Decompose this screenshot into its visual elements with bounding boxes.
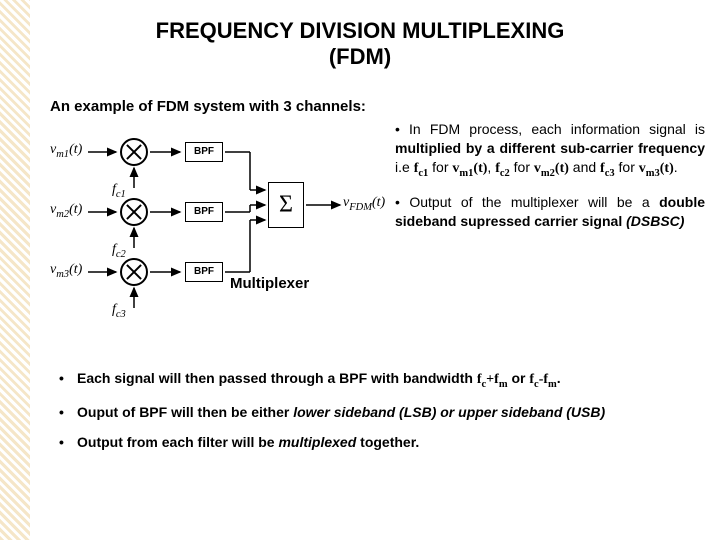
- summer-block: [268, 182, 304, 228]
- fdm-diagram: vm1(t) fc1 BPF vm2(t) fc2 BPF vm3(t) fc3…: [50, 120, 385, 355]
- decorative-left-band: [0, 0, 30, 540]
- subtitle: An example of FDM system with 3 channels…: [50, 98, 366, 115]
- mixer-1: [120, 138, 148, 166]
- mixer-2: [120, 198, 148, 226]
- bpf-1: BPF: [185, 142, 223, 162]
- carrier-label-2: fc2: [112, 242, 126, 260]
- multiplexer-label: Multiplexer: [230, 275, 309, 292]
- mixer-3: [120, 258, 148, 286]
- signal-label-3: vm3(t): [50, 262, 82, 280]
- bpf-2: BPF: [185, 202, 223, 222]
- page-title: FREQUENCY DIVISION MULTIPLEXING (FDM): [0, 18, 720, 70]
- right-bullet-2: • Output of the multiplexer will be a do…: [395, 193, 705, 231]
- bottom-bullet-2: Ouput of BPF will then be either lower s…: [55, 404, 695, 420]
- right-bullet-1: • In FDM process, each information signa…: [395, 120, 705, 181]
- bottom-bullet-1: Each signal will then passed through a B…: [55, 370, 695, 390]
- output-label: vFDM(t): [343, 195, 385, 213]
- title-line1: FREQUENCY DIVISION MULTIPLEXING: [0, 18, 720, 44]
- carrier-label-1: fc1: [112, 182, 126, 200]
- bottom-bullet-3: Output from each filter will be multiple…: [55, 434, 695, 450]
- bpf-3: BPF: [185, 262, 223, 282]
- bottom-bullets: Each signal will then passed through a B…: [55, 370, 695, 464]
- title-line2: (FDM): [0, 44, 720, 70]
- signal-label-2: vm2(t): [50, 202, 82, 220]
- carrier-label-3: fc3: [112, 302, 126, 320]
- right-bullets: • In FDM process, each information signa…: [395, 120, 705, 243]
- signal-label-1: vm1(t): [50, 142, 82, 160]
